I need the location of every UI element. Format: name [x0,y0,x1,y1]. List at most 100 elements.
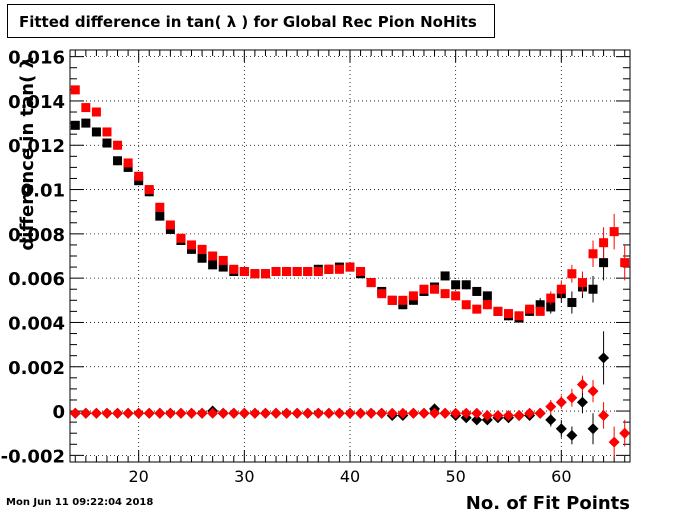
data-point-diamond [312,407,324,419]
data-point-square [451,291,461,301]
data-point-diamond [302,407,314,419]
y-tick-label: 0.004 [8,313,65,334]
data-point-diamond [450,407,462,419]
data-point-square [567,298,577,308]
data-point-diamond [576,396,588,408]
data-point-square [91,127,101,137]
data-point-square [482,300,492,310]
data-point-square [387,295,397,305]
data-point-diamond [608,436,620,448]
data-point-square [472,286,482,296]
data-point-diamond [133,407,145,419]
data-point-square [208,251,218,261]
data-point-square [430,284,440,294]
data-point-square [123,158,133,168]
y-axis-title: difference in tan( λ [17,57,38,251]
data-point-square [377,289,387,299]
data-point-square [556,284,566,294]
data-point-diamond [429,407,441,419]
data-point-square [577,278,587,288]
y-tick-label: 0.002 [8,358,65,379]
title-box: Fitted difference in tan( λ ) for Global… [7,4,495,38]
data-point-square [102,138,112,148]
y-tick-label: 0 [52,402,65,423]
y-tick-label: 0.012 [8,136,65,157]
data-point-diamond [513,409,525,421]
x-tick-label: 30 [234,467,254,486]
data-point-diamond [238,407,250,419]
data-point-square [398,295,408,305]
data-point-square [356,267,366,277]
data-point-square [155,211,165,221]
data-point-diamond [175,407,187,419]
data-point-diamond [460,407,472,419]
data-point-square [197,253,207,263]
data-point-square [440,271,450,281]
data-point-diamond [471,414,483,426]
data-point-diamond [587,385,599,397]
chart-title: Fitted difference in tan( λ ) for Global… [19,13,477,31]
data-point-square [303,267,313,277]
data-point-square [419,284,429,294]
data-point-diamond [355,407,367,419]
data-point-diamond [386,407,398,419]
data-point-diamond [376,407,388,419]
data-point-diamond [418,407,430,419]
data-point-square [134,171,144,181]
data-point-diamond [407,407,419,419]
data-point-diamond [259,407,271,419]
data-point-square [81,118,91,128]
data-point-square [525,304,535,314]
data-point-square [260,269,270,279]
data-point-square [229,264,239,274]
data-point-square [546,302,556,312]
data-point-diamond [576,378,588,390]
data-point-square [535,306,545,316]
data-point-diamond [90,407,102,419]
data-point-square [503,309,513,319]
y-tick-label: 0.006 [8,269,65,290]
plot-frame [69,49,631,463]
data-point-square [218,262,228,272]
data-point-diamond [207,407,219,419]
data-point-square [102,127,112,137]
data-point-diamond [333,407,345,419]
data-point-diamond [439,407,451,419]
data-point-square [282,267,292,277]
data-point-square [599,238,609,248]
y-tick-label: 0.008 [8,225,65,246]
data-point-diamond [323,407,335,419]
data-point-square [514,311,524,321]
data-point-square [70,120,80,130]
data-point-square [334,264,344,274]
data-point-square [70,85,80,95]
data-point-square [91,107,101,117]
data-point-square [313,267,323,277]
data-point-square [113,140,123,150]
data-point-square [366,278,376,288]
data-point-square [609,227,619,237]
data-point-diamond [228,407,240,419]
data-point-diamond [112,407,124,419]
data-point-diamond [291,407,303,419]
data-point-square [588,284,598,294]
data-point-square [165,220,175,230]
data-point-diamond [186,407,198,419]
data-point-square [461,280,471,290]
x-axis-title: No. of Fit Points [466,493,630,514]
data-point-square [250,269,260,279]
data-point-diamond [619,427,631,439]
x-tick-label: 60 [551,467,571,486]
data-point-square [113,156,123,166]
data-point-diamond [397,407,409,419]
data-point-square [620,258,630,268]
data-point-square [461,300,471,310]
data-point-diamond [471,407,483,419]
data-point-diamond [143,407,155,419]
data-point-diamond [196,407,208,419]
data-point-square [345,262,355,272]
data-point-square [482,291,492,301]
data-point-square [81,103,91,113]
data-point-diamond [566,429,578,441]
data-point-square [440,289,450,299]
